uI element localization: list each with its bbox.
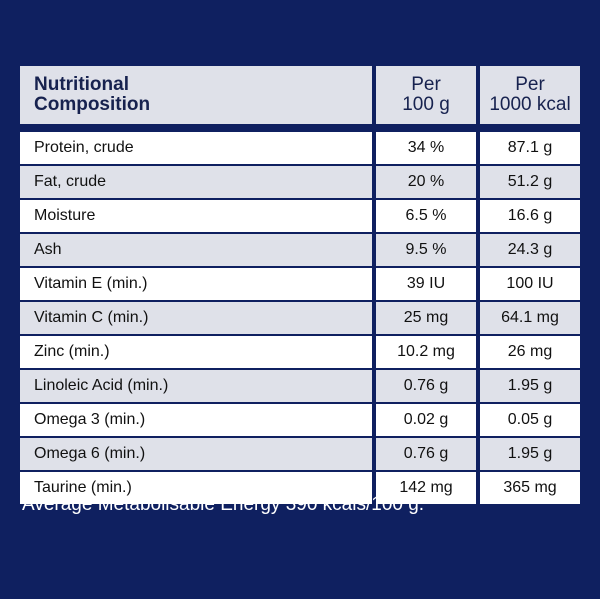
nutrient-label: Zinc (min.) xyxy=(20,336,372,368)
nutrient-label: Taurine (min.) xyxy=(20,472,372,504)
nutrient-label: Linoleic Acid (min.) xyxy=(20,370,372,402)
table-row: Vitamin C (min.) 25 mg 64.1 mg xyxy=(20,302,580,336)
per-100g-value: 0.02 g xyxy=(372,404,476,436)
nutrient-label: Ash xyxy=(20,234,372,266)
table-row: Protein, crude 34 % 87.1 g xyxy=(20,132,580,166)
per-1000kcal-value: 100 IU xyxy=(476,268,580,300)
table-row: Fat, crude 20 % 51.2 g xyxy=(20,166,580,200)
table-row: Ash 9.5 % 24.3 g xyxy=(20,234,580,268)
per-100g-value: 0.76 g xyxy=(372,370,476,402)
table-body: Protein, crude 34 % 87.1 g Fat, crude 20 % 51… xyxy=(20,132,580,504)
per-1000kcal-value: 0.05 g xyxy=(476,404,580,436)
header-per-100g: Per 100 g xyxy=(372,66,476,124)
per-1000kcal-value: 24.3 g xyxy=(476,234,580,266)
per-1000kcal-value: 87.1 g xyxy=(476,132,580,164)
header-col2-line1: Per xyxy=(515,74,545,95)
table-row: Linoleic Acid (min.) 0.76 g 1.95 g xyxy=(20,370,580,404)
header-col2-line2: 1000 kcal xyxy=(489,94,571,115)
per-100g-value: 25 mg xyxy=(372,302,476,334)
table-row: Zinc (min.) 10.2 mg 26 mg xyxy=(20,336,580,370)
energy-footnote: Average Metabolisable Energy 390 kcals/1… xyxy=(22,494,425,515)
header-label-line2: Composition xyxy=(34,94,151,115)
table-row: Taurine (min.) 142 mg 365 mg xyxy=(20,472,580,504)
per-100g-value: 142 mg xyxy=(372,472,476,504)
header-nutritional-composition: Nutritional Composition xyxy=(20,66,372,124)
per-100g-value: 39 IU xyxy=(372,268,476,300)
per-1000kcal-value: 51.2 g xyxy=(476,166,580,198)
per-100g-value: 10.2 mg xyxy=(372,336,476,368)
per-100g-value: 20 % xyxy=(372,166,476,198)
nutrient-label: Vitamin C (min.) xyxy=(20,302,372,334)
per-1000kcal-value: 1.95 g xyxy=(476,370,580,402)
header-per-1000kcal: Per 1000 kcal xyxy=(476,66,580,124)
nutrient-label: Omega 3 (min.) xyxy=(20,404,372,436)
table-header: Nutritional Composition Per 100 g Per 10… xyxy=(20,66,580,124)
per-1000kcal-value: 26 mg xyxy=(476,336,580,368)
per-100g-value: 0.76 g xyxy=(372,438,476,470)
nutrient-label: Fat, crude xyxy=(20,166,372,198)
nutrient-label: Vitamin E (min.) xyxy=(20,268,372,300)
header-col1-line2: 100 g xyxy=(402,94,450,115)
per-1000kcal-value: 16.6 g xyxy=(476,200,580,232)
per-100g-value: 9.5 % xyxy=(372,234,476,266)
nutrient-label: Protein, crude xyxy=(20,132,372,164)
nutrient-label: Moisture xyxy=(20,200,372,232)
per-1000kcal-value: 1.95 g xyxy=(476,438,580,470)
table-row: Omega 3 (min.) 0.02 g 0.05 g xyxy=(20,404,580,438)
table-row: Moisture 6.5 % 16.6 g xyxy=(20,200,580,234)
nutrient-label: Omega 6 (min.) xyxy=(20,438,372,470)
per-100g-value: 34 % xyxy=(372,132,476,164)
table-row: Omega 6 (min.) 0.76 g 1.95 g xyxy=(20,438,580,472)
header-label-line1: Nutritional xyxy=(34,74,129,95)
per-100g-value: 6.5 % xyxy=(372,200,476,232)
header-col1-line1: Per xyxy=(411,74,441,95)
per-1000kcal-value: 365 mg xyxy=(476,472,580,504)
table-row: Vitamin E (min.) 39 IU 100 IU xyxy=(20,268,580,302)
per-1000kcal-value: 64.1 mg xyxy=(476,302,580,334)
nutrition-table: Nutritional Composition Per 100 g Per 10… xyxy=(20,66,580,504)
